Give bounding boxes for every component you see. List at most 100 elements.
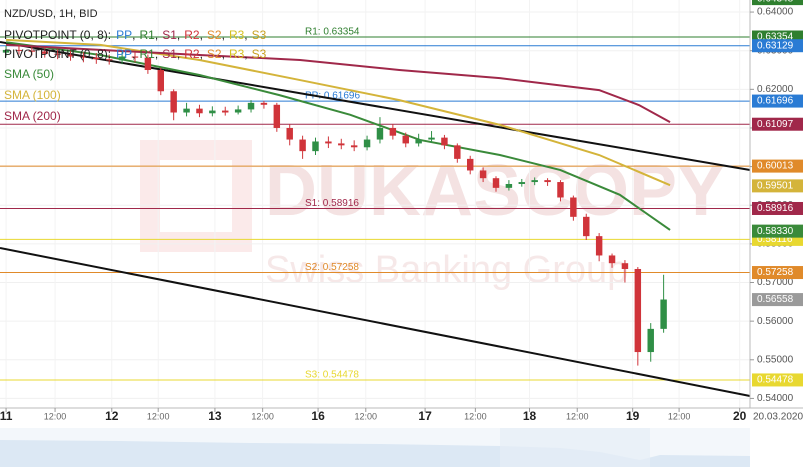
candle-body (247, 102, 255, 110)
pivot-label: PP: 0.61696 (305, 91, 360, 102)
chart-title: NZD/USD, 1H, BID (4, 8, 98, 20)
legend-item: R3 (229, 47, 245, 61)
watermark-subtext: Swiss Banking Group (265, 249, 628, 291)
candle-body (118, 56, 126, 61)
candles (2, 45, 667, 366)
candle-body (583, 216, 590, 237)
candle-body (647, 328, 654, 353)
candle-body (286, 127, 293, 140)
candle-body (402, 135, 409, 144)
candle-body (67, 54, 74, 57)
candle-body (105, 59, 113, 61)
price-tag-label: 0.59501 (757, 181, 794, 192)
legend-prefix: PIVOTPOINT (0, 8): (4, 47, 111, 61)
candle-body (415, 139, 422, 144)
price-tag-label: 0.58916 (757, 203, 794, 214)
price-tag-label: 0.57258 (757, 267, 794, 278)
watermark-text: DUKASCOPY (265, 151, 725, 231)
price-tag (752, 179, 803, 193)
candle-body (157, 70, 165, 92)
legend-prefix: PIVOTPOINT (0, 8): (4, 28, 111, 42)
price-tag-label: 0.63354 (757, 32, 794, 43)
price-tag (752, 117, 803, 131)
candle-body (531, 180, 538, 183)
candle-body (466, 158, 474, 171)
legend-item: R3 (229, 28, 245, 42)
legend-separator: , (177, 28, 180, 42)
candle-body (634, 268, 642, 353)
legend-item: S3 (252, 47, 267, 61)
trend-line (0, 41, 751, 171)
y-tick-label: 0.56000 (757, 316, 794, 327)
legend-separator: , (244, 28, 247, 42)
x-tick-label: 12:00 (464, 411, 487, 421)
pivot-label: R1: 0.63354 (305, 27, 360, 38)
x-tick-label: 12:00 (668, 411, 691, 421)
y-tick-label: 0.64000 (757, 7, 794, 18)
legend-item: S2 (207, 28, 222, 42)
candle-body (570, 197, 577, 217)
legend-separator: , (200, 28, 203, 42)
navigator-window[interactable] (500, 428, 650, 467)
candle-body (209, 110, 216, 114)
axes: 0.540000.550000.560000.570000.580000.590… (0, 0, 803, 423)
price-tag-label: 0.58116 (757, 234, 793, 245)
price-tag-label: 0.61097 (757, 119, 794, 130)
legend-sma: SMA (200) (4, 109, 61, 123)
candle-body (350, 145, 358, 148)
price-tag (752, 373, 803, 387)
candle-body (80, 56, 87, 58)
candle-body (93, 57, 100, 60)
legend-item: S2 (207, 47, 222, 61)
legend-separator: , (155, 28, 158, 42)
legend-item: R2 (184, 28, 200, 42)
legend-item: R2 (184, 47, 200, 61)
legend-separator: , (222, 28, 225, 42)
y-tick-label: 0.54000 (757, 393, 794, 404)
x-tick-label: 12 (105, 409, 119, 423)
legend-item: S1 (162, 28, 177, 42)
candle-body (273, 104, 281, 128)
candle-body (544, 180, 551, 183)
candle-body (363, 139, 371, 148)
candle-body (325, 141, 332, 144)
price-tag-label: 0.60013 (757, 161, 794, 172)
price-tag-label: 0.56558 (757, 294, 794, 305)
price-tag (752, 0, 803, 6)
legend-item: PP (116, 47, 132, 61)
x-tick-label: 12:00 (355, 411, 378, 421)
sma-line (6, 38, 671, 187)
candle-body (312, 141, 319, 152)
price-tag (752, 266, 803, 280)
pivot-label: S1: 0.58916 (305, 198, 359, 209)
legend-item: S1 (162, 47, 177, 61)
pivot-label: S2: 0.57258 (305, 262, 359, 273)
legend-item: PP (116, 28, 132, 42)
candle-body (338, 143, 345, 146)
candle-body (505, 183, 513, 188)
candle-body (621, 263, 629, 269)
candle-body (144, 57, 152, 71)
x-tick-label: 13 (208, 409, 222, 423)
candle-body (376, 127, 384, 140)
candle-body (441, 137, 448, 146)
price-tag-label: 0.58330 (757, 226, 794, 237)
price-tag (752, 224, 803, 238)
legend-separator: , (222, 47, 225, 61)
candle-body (428, 137, 435, 140)
price-tag (752, 293, 803, 307)
price-tag (752, 159, 803, 173)
candle-body (54, 53, 61, 55)
x-tick-label: 20 (733, 409, 747, 423)
legend-item: R1 (140, 47, 156, 61)
legend-separator: , (177, 47, 180, 61)
x-tick-label: 11 (0, 409, 13, 423)
y-tick-label: 0.55000 (757, 354, 794, 365)
candle-body (196, 108, 203, 114)
pivot-label: S3: 0.54478 (305, 370, 359, 381)
price-tag-label: 0.63129 (757, 40, 794, 51)
x-tick-label: 12:00 (44, 411, 67, 421)
levels: R1: 0.63354 PP: 0.61696 S1: 0.58916 S2: 0.5… (0, 27, 750, 381)
legend-separator: , (244, 47, 247, 61)
